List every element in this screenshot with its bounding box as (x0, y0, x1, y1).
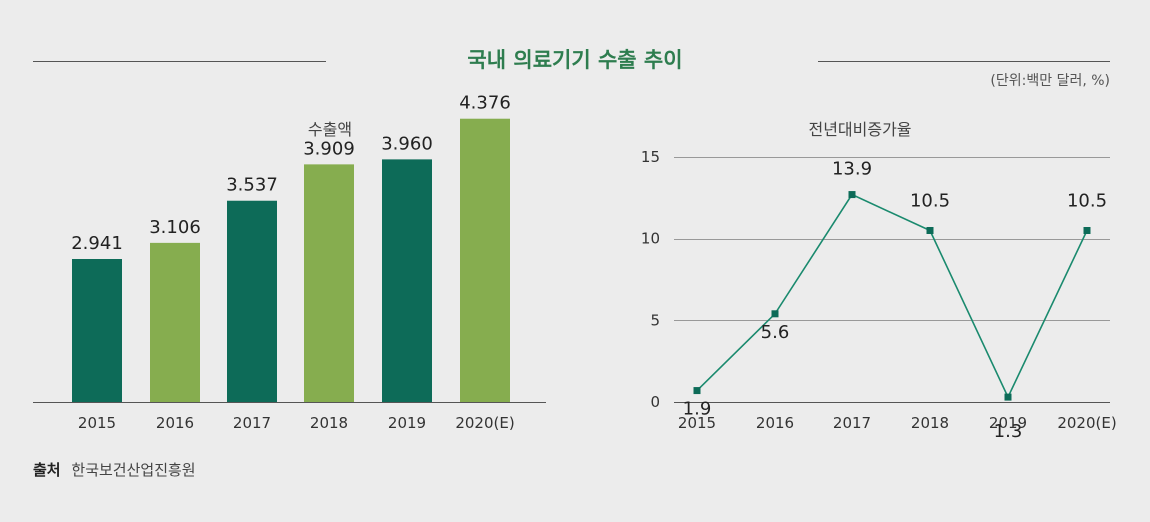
line-point-2020(E) (1083, 227, 1091, 234)
source-text: 한국보건산업진흥원 (71, 461, 196, 479)
line-value-label: 10.5 (910, 191, 950, 212)
bar-2017 (227, 200, 277, 402)
bar-chart-title: 수출액 (307, 120, 353, 139)
bar-value-label: 3.960 (381, 133, 433, 154)
bar-chart: 2.941 2015 3.106 2016 3.537 2017 3.909 2018 3.96… (33, 93, 546, 432)
x-tick-label: 2020(E) (455, 414, 514, 432)
chart-main-title: 국내 의료기기 수출 추이 (467, 48, 683, 72)
line-point-2017 (848, 191, 856, 199)
line-chart-title: 전년대비증가율 (808, 120, 912, 139)
x-tick-label: 2016 (156, 414, 194, 432)
growth-rate-line (696, 193, 1088, 399)
unit-note: (단위:백만 달러, %) (990, 73, 1110, 89)
x-tick-label: 2017 (833, 414, 871, 432)
x-tick-label: 2018 (911, 414, 949, 432)
line-value-label: 1.3 (994, 421, 1023, 442)
bar-2019 (382, 159, 432, 402)
x-tick-label: 2020(E) (1057, 414, 1116, 432)
line-value-label: 1.9 (683, 399, 712, 420)
line-point-2018 (926, 227, 934, 234)
x-tick-label: 2019 (989, 414, 1027, 432)
x-tick-label: 2019 (388, 414, 426, 432)
title-rule-left (33, 61, 326, 62)
line-point-2016 (771, 310, 779, 318)
line-value-label: 5.6 (761, 322, 790, 343)
y-tick-label: 0 (650, 393, 660, 411)
y-tick-label: 10 (641, 230, 660, 248)
source-label: 출처 (33, 461, 61, 479)
x-tick-label: 2018 (310, 414, 348, 432)
bar-value-label: 3.537 (226, 175, 278, 196)
y-tick-label: 15 (641, 148, 660, 166)
source-note: 출처 한국보건산업진흥원 (33, 459, 196, 480)
line-value-label: 13.9 (832, 159, 872, 180)
bar-2020(E) (460, 118, 510, 402)
bar-2018 (304, 164, 354, 402)
y-tick-label: 5 (650, 311, 660, 329)
bar-2016 (150, 242, 200, 402)
x-tick-label: 2017 (233, 414, 271, 432)
bar-value-label: 2.941 (71, 233, 123, 254)
line-value-label: 10.5 (1067, 191, 1107, 212)
title-rule-right (818, 61, 1110, 62)
x-tick-label: 2016 (756, 414, 794, 432)
bar-2015 (72, 259, 122, 402)
bar-value-label: 3.909 (303, 138, 355, 159)
bar-value-label: 4.376 (459, 93, 511, 114)
x-tick-label: 2015 (78, 414, 116, 432)
x-tick-label: 2015 (678, 414, 716, 432)
bar-value-label: 3.106 (149, 217, 201, 238)
line-point-2015 (693, 387, 701, 395)
line-point-2019 (1004, 393, 1012, 401)
